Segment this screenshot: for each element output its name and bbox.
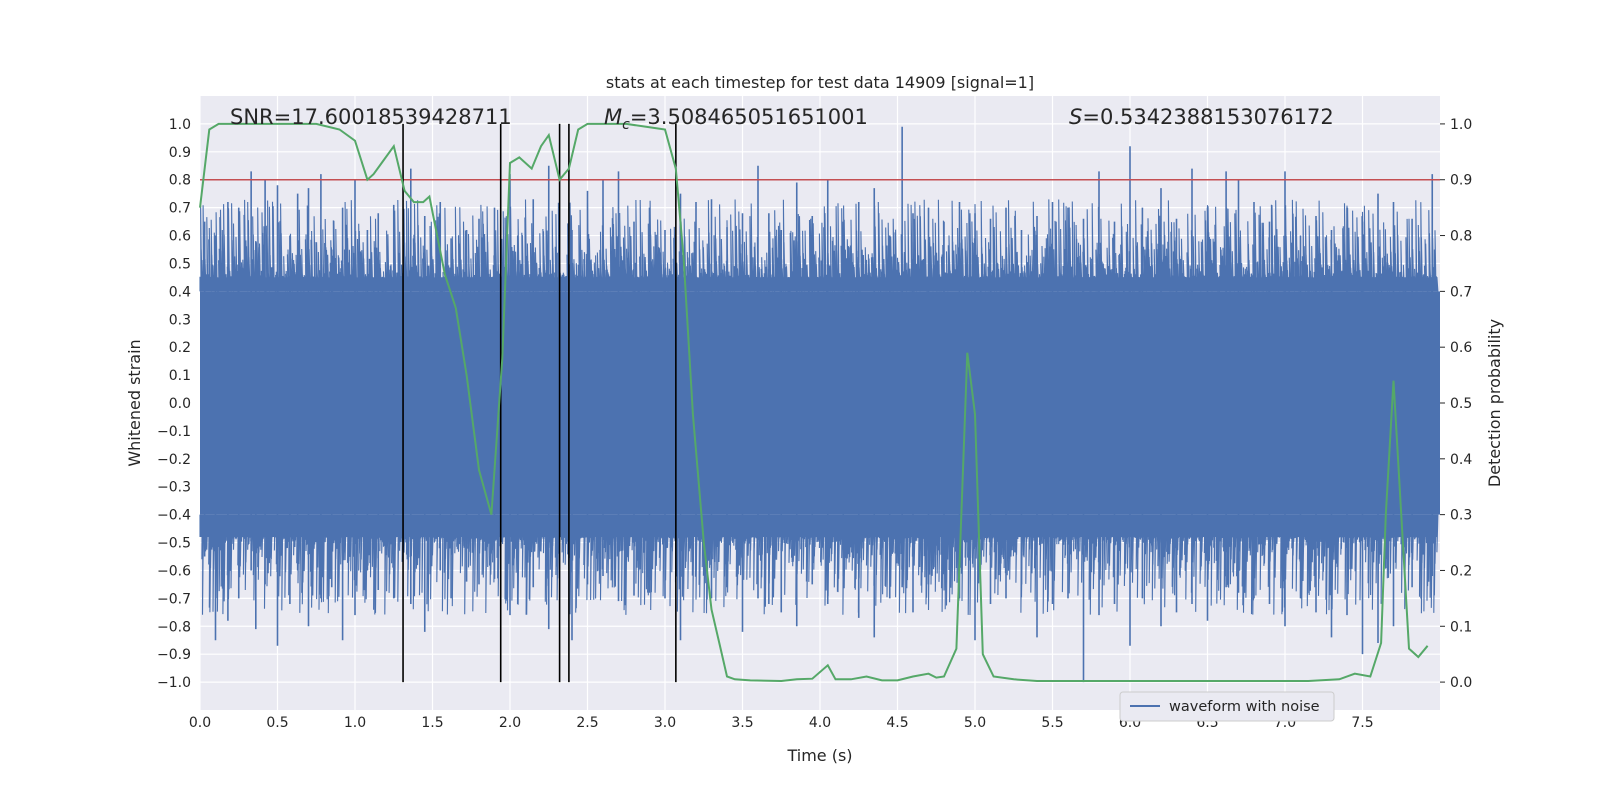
chirp-mass-subscript: c (622, 117, 630, 133)
waveform-upper-noise (199, 199, 1439, 292)
y-right-tick-label: 0.3 (1450, 508, 1472, 524)
y-left-tick-label: −0.9 (157, 647, 191, 663)
y-axis-left-ticks: 1.0 0.9 0.8 0.7 0.6 0.5 0.4 0.3 0.2 0.1 0.0 −0.1 −0.… (157, 117, 191, 691)
x-tick-label: 4.5 (886, 715, 908, 731)
s-value: =0.5342388153076172 (1082, 105, 1333, 129)
x-tick-label: 7.5 (1351, 715, 1373, 731)
chart-title: stats at each timestep for test data 149… (606, 73, 1034, 92)
x-tick-label: 3.0 (654, 715, 676, 731)
y-left-tick-label: 1.0 (169, 117, 191, 133)
y-left-tick-label: −0.8 (157, 619, 191, 635)
y-axis-left-label: Whitened strain (125, 339, 144, 466)
y-right-tick-label: 0.9 (1450, 173, 1472, 189)
y-right-tick-label: 0.5 (1450, 396, 1472, 412)
waveform-core-band (200, 291, 1440, 515)
x-tick-label: 0.0 (189, 715, 211, 731)
y-right-tick-label: 0.4 (1450, 452, 1472, 468)
y-right-tick-label: 0.1 (1450, 619, 1472, 635)
y-right-tick-label: 0.0 (1450, 675, 1472, 691)
snr-annotation: SNR=17.60018539428711 (230, 105, 512, 129)
y-right-tick-label: 0.8 (1450, 229, 1472, 245)
y-right-tick-label: 1.0 (1450, 117, 1472, 133)
chirp-mass-symbol: M (604, 105, 622, 129)
x-tick-label: 2.5 (576, 715, 598, 731)
legend-box (1119, 691, 1335, 722)
y-left-tick-label: 0.1 (169, 368, 191, 384)
y-left-tick-label: 0.4 (169, 284, 191, 300)
y-left-tick-label: 0.5 (169, 256, 191, 272)
y-left-tick-label: 0.6 (169, 229, 191, 245)
x-tick-label: 0.5 (266, 715, 288, 731)
y-axis-right-label: Detection probability (1485, 319, 1504, 487)
waveform-series (199, 126, 1440, 683)
y-left-tick-label: 0.2 (169, 340, 191, 356)
y-left-tick-label: −0.2 (157, 452, 191, 468)
x-tick-label: 1.5 (421, 715, 443, 731)
y-left-tick-label: −1.0 (157, 675, 191, 691)
y-left-tick-label: −0.5 (157, 536, 191, 552)
chirp-mass-annotation: Mc=3.508465051651001 (604, 105, 868, 133)
x-tick-label: 3.5 (731, 715, 753, 731)
detection-probability-line (199, 122, 1429, 683)
s-annotation: S=0.5342388153076172 (1069, 105, 1334, 129)
y-left-tick-label: 0.8 (169, 173, 191, 189)
y-left-tick-label: 0.7 (169, 201, 191, 217)
y-right-tick-label: 0.6 (1450, 340, 1472, 356)
legend: waveform with noise (1119, 691, 1335, 722)
x-tick-label: 5.5 (1041, 715, 1063, 731)
y-left-tick-label: −0.1 (157, 424, 191, 440)
y-left-tick-label: −0.6 (157, 563, 191, 579)
y-right-tick-label: 0.7 (1450, 284, 1472, 300)
y-right-tick-label: 0.2 (1450, 563, 1472, 579)
y-left-tick-label: −0.4 (157, 508, 191, 524)
y-left-tick-label: 0.0 (169, 396, 191, 412)
x-tick-label: 2.0 (499, 715, 521, 731)
y-left-tick-label: −0.3 (157, 480, 191, 496)
detection-probability-series (199, 122, 1429, 683)
y-left-tick-label: 0.9 (169, 145, 191, 161)
legend-label: waveform with noise (1169, 699, 1320, 715)
x-axis-label: Time (s) (786, 746, 852, 765)
chirp-mass-value: =3.508465051651001 (630, 105, 868, 129)
vertical-markers (402, 123, 677, 683)
x-tick-label: 5.0 (964, 715, 986, 731)
x-tick-label: 1.0 (344, 715, 366, 731)
s-symbol: S (1069, 105, 1082, 129)
y-axis-right-ticks: 1.0 0.9 0.8 0.7 0.6 0.5 0.4 0.3 0.2 0.1 0.0 (1440, 117, 1472, 691)
x-tick-label: 4.0 (809, 715, 831, 731)
waveform-lower-noise (199, 514, 1439, 616)
y-left-tick-label: 0.3 (169, 312, 191, 328)
y-left-tick-label: −0.7 (157, 591, 191, 607)
